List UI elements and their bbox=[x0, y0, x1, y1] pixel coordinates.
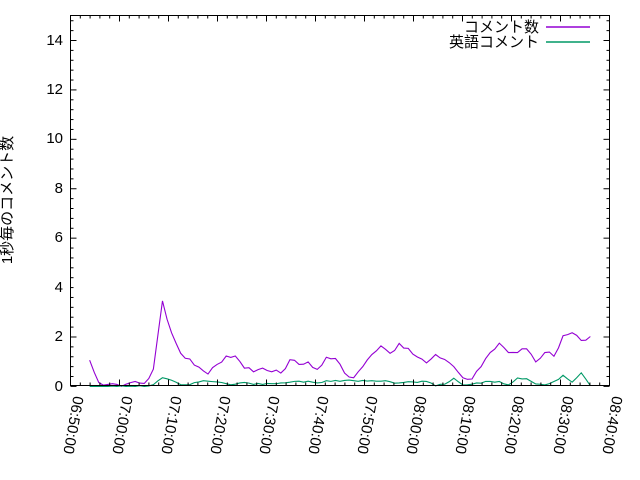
svg-text:06:50:00: 06:50:00 bbox=[59, 395, 86, 455]
svg-text:07:30:00: 07:30:00 bbox=[255, 395, 282, 455]
svg-text:4: 4 bbox=[55, 279, 63, 296]
svg-text:07:40:00: 07:40:00 bbox=[304, 395, 331, 455]
svg-text:10: 10 bbox=[46, 130, 63, 147]
svg-text:08:30:00: 08:30:00 bbox=[549, 395, 576, 455]
svg-text:07:10:00: 07:10:00 bbox=[157, 395, 184, 455]
svg-text:08:40:00: 08:40:00 bbox=[598, 395, 625, 455]
svg-text:12: 12 bbox=[46, 81, 63, 98]
svg-text:英語コメント: 英語コメント bbox=[449, 33, 539, 51]
svg-text:1秒毎のコメント数: 1秒毎のコメント数 bbox=[0, 136, 16, 264]
svg-text:0: 0 bbox=[55, 378, 63, 395]
svg-text:2: 2 bbox=[55, 328, 63, 345]
svg-text:8: 8 bbox=[55, 180, 63, 197]
svg-text:07:20:00: 07:20:00 bbox=[206, 395, 233, 455]
svg-text:08:00:00: 08:00:00 bbox=[402, 395, 429, 455]
svg-text:14: 14 bbox=[46, 32, 63, 49]
svg-text:6: 6 bbox=[55, 229, 63, 246]
svg-text:08:20:00: 08:20:00 bbox=[500, 395, 527, 455]
svg-text:07:50:00: 07:50:00 bbox=[353, 395, 380, 455]
svg-text:08:10:00: 08:10:00 bbox=[451, 395, 478, 455]
svg-text:07:00:00: 07:00:00 bbox=[108, 395, 135, 455]
